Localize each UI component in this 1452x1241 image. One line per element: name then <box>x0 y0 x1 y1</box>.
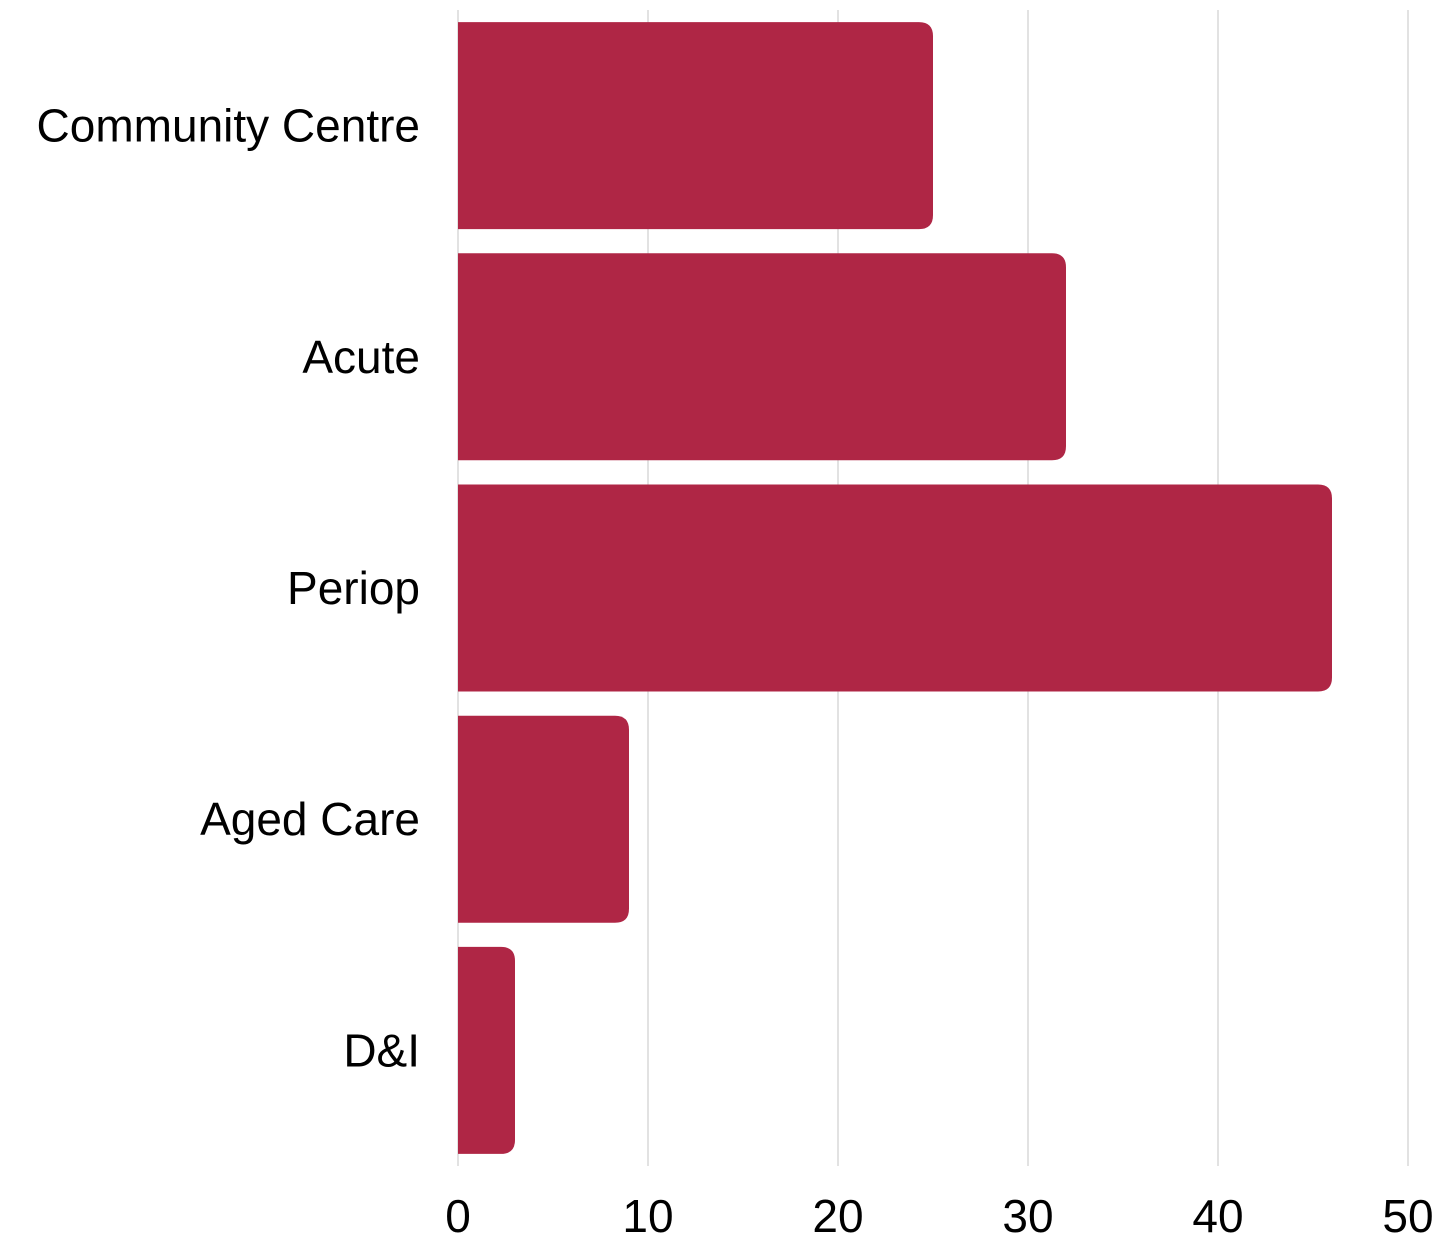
x-tick-label: 10 <box>622 1190 673 1241</box>
category-label: Acute <box>302 331 420 383</box>
category-label: Periop <box>287 562 420 614</box>
bar-d-i <box>458 946 515 1154</box>
value-axis: 0 10 20 30 40 50 <box>445 1190 1433 1241</box>
x-tick-label: 20 <box>812 1190 863 1241</box>
bars <box>458 22 1332 1154</box>
category-label: D&I <box>343 1024 420 1076</box>
category-label: Aged Care <box>200 793 420 845</box>
bar-acute <box>458 253 1066 461</box>
category-axis: Community Centre Acute Periop Aged Care D&I <box>37 100 420 1077</box>
bar-periop <box>458 484 1332 692</box>
x-tick-label: 40 <box>1192 1190 1243 1241</box>
category-label: Community Centre <box>37 100 420 152</box>
x-tick-label: 0 <box>445 1190 471 1241</box>
x-tick-label: 30 <box>1002 1190 1053 1241</box>
bar-community-centre <box>458 22 933 230</box>
bar-aged-care <box>458 715 629 923</box>
x-tick-label: 50 <box>1382 1190 1433 1241</box>
